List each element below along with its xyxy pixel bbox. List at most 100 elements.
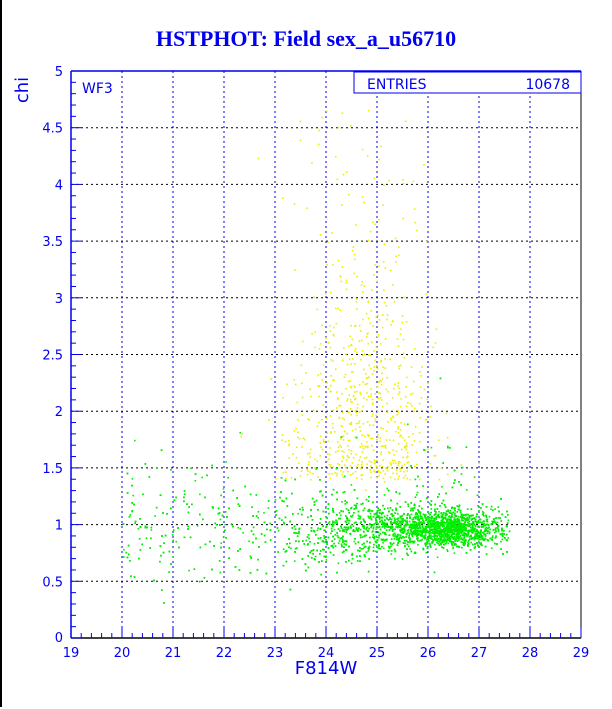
data-point [296, 401, 299, 404]
data-point [355, 301, 358, 303]
data-point [360, 463, 363, 466]
data-point [352, 530, 355, 532]
data-point [338, 512, 341, 514]
data-point [347, 411, 350, 414]
data-point [329, 346, 332, 349]
data-point [468, 517, 471, 519]
data-point [329, 330, 332, 333]
data-point [371, 531, 374, 533]
data-point [508, 530, 511, 533]
data-point [504, 537, 506, 539]
data-point [383, 289, 385, 291]
data-point [287, 439, 290, 442]
data-point [387, 466, 389, 468]
data-point [301, 382, 303, 385]
data-point [374, 460, 377, 463]
data-point [350, 423, 353, 425]
data-point [345, 388, 347, 390]
data-point [333, 528, 336, 531]
data-point [433, 533, 436, 536]
data-point [412, 380, 415, 383]
data-point [403, 357, 406, 359]
data-point [398, 365, 400, 368]
data-point [367, 109, 370, 112]
data-point [411, 533, 413, 536]
data-point [394, 237, 397, 240]
data-point [392, 415, 394, 418]
data-point [376, 539, 379, 541]
data-point [342, 435, 345, 437]
data-point [190, 467, 192, 470]
data-point [354, 530, 356, 533]
data-point [367, 550, 370, 552]
data-point [139, 518, 141, 520]
data-point [399, 506, 401, 508]
data-point [317, 509, 319, 511]
data-point [451, 486, 454, 489]
data-point [382, 428, 384, 430]
data-point [320, 446, 322, 448]
data-point [392, 439, 395, 442]
data-point [407, 461, 410, 463]
data-point [469, 526, 472, 529]
data-point [325, 539, 327, 541]
data-point [292, 453, 294, 455]
data-point [198, 580, 201, 583]
data-point [411, 527, 413, 530]
data-point [347, 470, 349, 473]
data-point [400, 398, 403, 400]
data-point [309, 388, 311, 391]
data-point [359, 330, 362, 332]
data-point [322, 448, 324, 451]
data-point [355, 411, 357, 414]
data-point [314, 555, 317, 558]
data-point [257, 558, 259, 561]
data-point [479, 521, 482, 523]
data-point [390, 419, 393, 421]
data-point [380, 399, 383, 401]
data-point [389, 358, 391, 361]
data-point [268, 419, 270, 421]
data-point [344, 430, 346, 433]
data-point [260, 533, 263, 535]
data-point [414, 521, 416, 523]
data-point [248, 540, 250, 543]
data-point [420, 521, 422, 523]
data-point [403, 423, 406, 425]
data-point [391, 320, 394, 322]
data-point [341, 411, 344, 413]
data-point [404, 396, 407, 398]
data-point [354, 386, 356, 388]
data-point [398, 254, 400, 257]
data-point [380, 513, 383, 516]
data-point [432, 530, 434, 532]
data-point [355, 298, 358, 300]
data-point [348, 456, 350, 459]
data-point [402, 532, 405, 534]
data-point [362, 354, 364, 357]
data-point [385, 304, 388, 307]
data-point [356, 275, 358, 278]
data-point [467, 543, 470, 545]
data-point [420, 375, 422, 377]
data-point [471, 518, 474, 520]
data-point [319, 343, 322, 345]
data-point [404, 545, 406, 547]
data-point [274, 499, 277, 501]
data-point [370, 461, 373, 464]
data-point [222, 488, 225, 490]
data-point [451, 524, 453, 527]
data-point [435, 511, 437, 513]
data-point [336, 391, 338, 393]
data-point [298, 530, 300, 533]
data-point [301, 513, 303, 516]
data-point [134, 439, 136, 442]
data-point [476, 513, 478, 515]
data-point [338, 417, 341, 419]
data-point [256, 569, 259, 571]
data-point [369, 230, 372, 233]
data-point [443, 532, 446, 535]
data-point [476, 542, 479, 545]
data-point [395, 261, 397, 263]
data-point [329, 453, 331, 456]
